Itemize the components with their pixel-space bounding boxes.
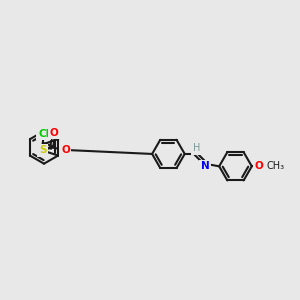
Text: H: H [193, 143, 200, 153]
Text: S: S [39, 146, 46, 155]
Text: O: O [61, 145, 70, 155]
Text: CH₃: CH₃ [266, 161, 284, 171]
Text: N: N [200, 161, 209, 172]
Text: O: O [50, 128, 58, 137]
Text: O: O [255, 161, 263, 171]
Text: Cl: Cl [38, 129, 49, 139]
